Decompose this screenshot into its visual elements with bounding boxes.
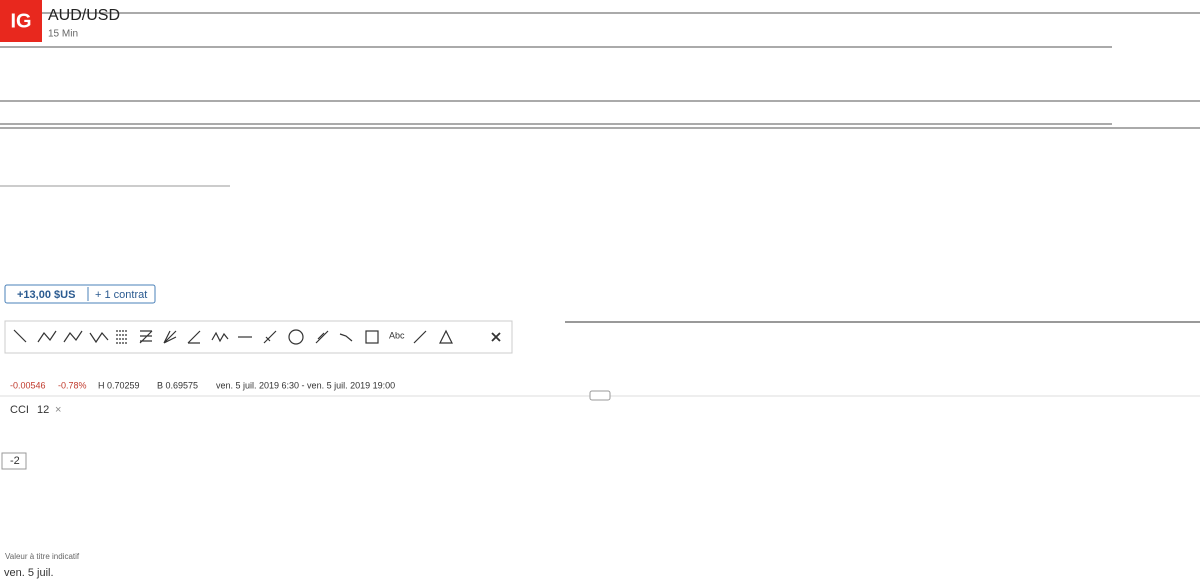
change: -0.00546 [10, 380, 46, 390]
tool-icon[interactable] [163, 330, 177, 344]
remove-indicator[interactable]: × [55, 404, 61, 416]
panel-handle[interactable] [589, 390, 611, 401]
drawing-toolbar [4, 320, 513, 354]
logo-text: IG [10, 10, 31, 32]
tool-icon[interactable] [13, 329, 27, 343]
high: H 0.70259 [98, 380, 140, 390]
tool-icon[interactable] [263, 330, 277, 344]
cci-current: -2 [10, 455, 20, 467]
logo [0, 0, 42, 42]
symbol: AUD/USD [48, 7, 120, 24]
change-pct: -0.78% [58, 380, 87, 390]
tool-icon[interactable] [315, 330, 329, 344]
position-size: + 1 contrat [95, 289, 147, 301]
cci-title: CCI [10, 404, 29, 416]
cci-period: 12 [37, 404, 49, 416]
tool-icon[interactable] [365, 330, 379, 344]
interval: 15 Min [48, 29, 78, 40]
cci-current-box [1, 452, 27, 470]
tool-icon[interactable] [116, 330, 128, 344]
close-toolbar[interactable] [491, 332, 501, 342]
position-pnl: +13,00 $US [17, 289, 75, 301]
tool-icon[interactable] [89, 332, 109, 344]
tool-icon[interactable] [37, 330, 57, 343]
tool-icon[interactable] [139, 330, 153, 344]
tool-icon[interactable] [211, 331, 229, 343]
tool-text-icon[interactable]: Abc [389, 330, 405, 340]
tool-icon[interactable] [288, 329, 304, 345]
tool-icon[interactable] [339, 333, 353, 342]
tool-icon[interactable] [187, 330, 201, 344]
footnote: Valeur à titre indicatif [5, 552, 80, 561]
tool-icon[interactable] [413, 330, 427, 344]
position-box[interactable] [4, 284, 156, 304]
date-label: ven. 5 juil. [4, 567, 54, 579]
low: B 0.69575 [157, 380, 198, 390]
tool-icon[interactable] [63, 330, 83, 343]
tool-icon[interactable] [439, 329, 453, 344]
range: ven. 5 juil. 2019 6:30 - ven. 5 juil. 20… [216, 380, 395, 390]
